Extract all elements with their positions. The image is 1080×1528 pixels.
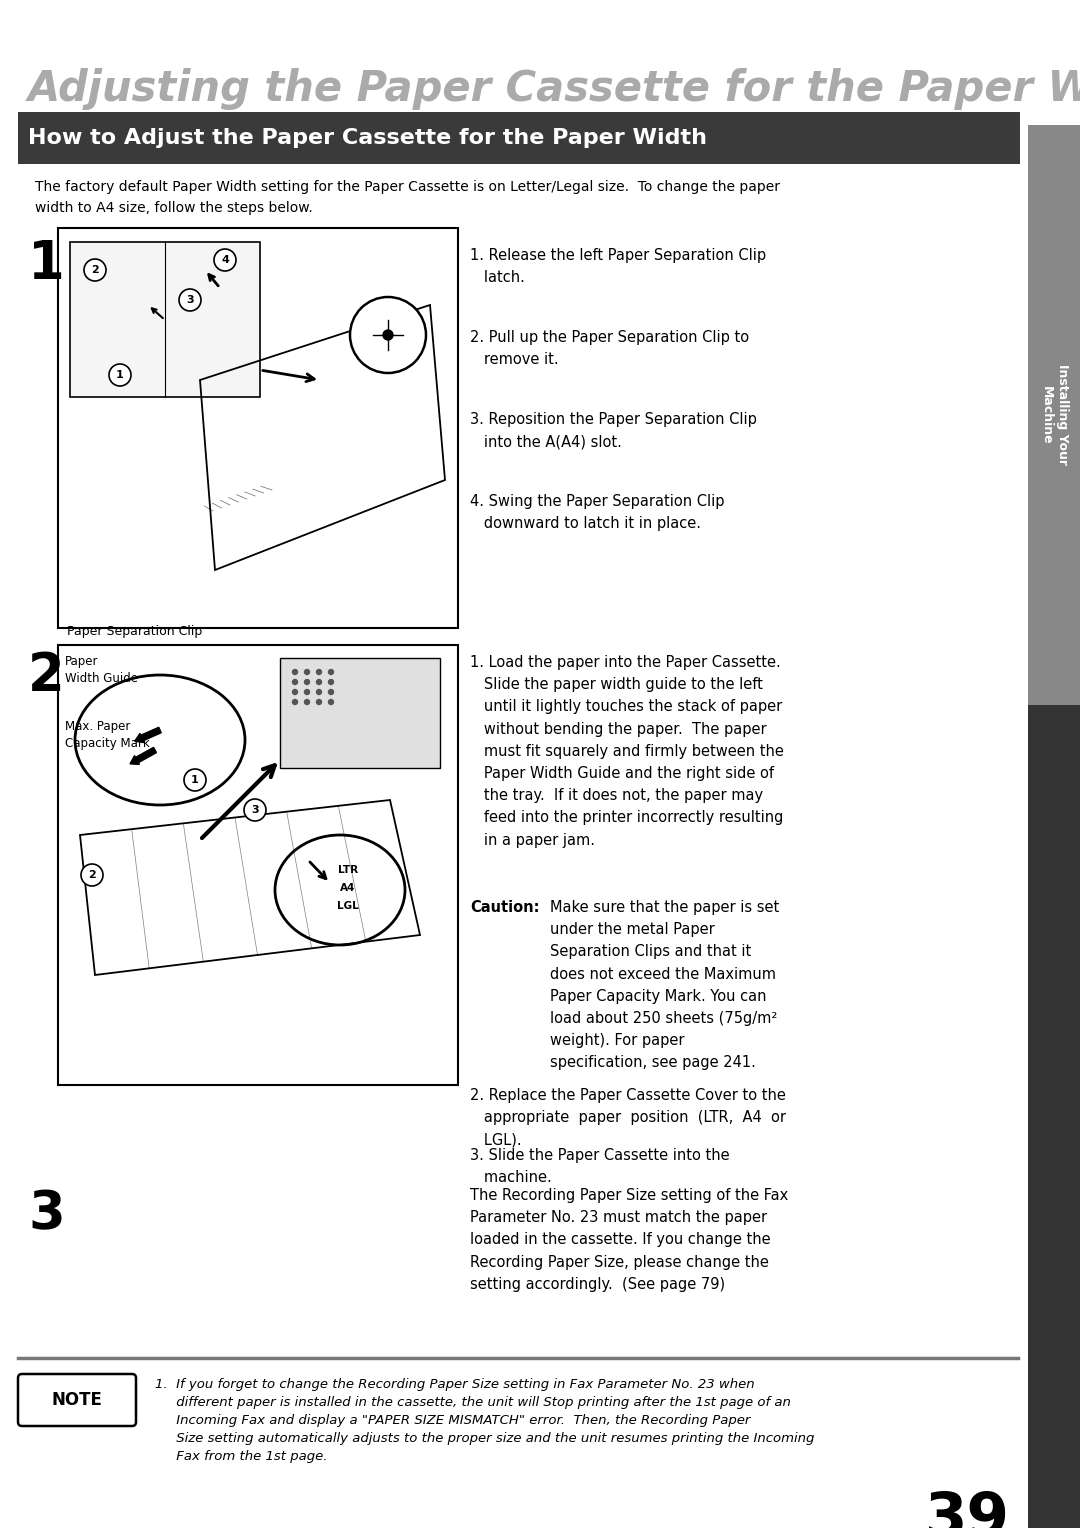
FancyBboxPatch shape: [18, 1374, 136, 1426]
Text: 1. Load the paper into the Paper Cassette.
   Slide the paper width guide to the: 1. Load the paper into the Paper Cassett…: [470, 656, 784, 848]
Circle shape: [316, 700, 322, 704]
Text: NOTE: NOTE: [52, 1390, 103, 1409]
Circle shape: [328, 700, 334, 704]
Circle shape: [316, 689, 322, 695]
Text: 1. Release the left Paper Separation Clip
   latch.: 1. Release the left Paper Separation Cli…: [470, 248, 766, 286]
Text: 3: 3: [252, 805, 259, 814]
Text: 1: 1: [117, 370, 124, 380]
Text: LGL: LGL: [337, 902, 359, 911]
Circle shape: [316, 669, 322, 674]
Text: 4. Swing the Paper Separation Clip
   downward to latch it in place.: 4. Swing the Paper Separation Clip downw…: [470, 494, 725, 532]
Bar: [58, 645, 458, 1085]
Text: Max. Paper
Capacity Mark: Max. Paper Capacity Mark: [65, 720, 150, 750]
Circle shape: [109, 364, 131, 387]
Circle shape: [305, 680, 310, 685]
Text: 1: 1: [28, 238, 65, 290]
Text: Caution:: Caution:: [470, 900, 540, 915]
FancyArrow shape: [130, 747, 157, 764]
Circle shape: [184, 769, 206, 792]
Circle shape: [328, 689, 334, 695]
Text: Paper
Width Guide: Paper Width Guide: [65, 656, 138, 685]
Text: 39: 39: [924, 1490, 1010, 1528]
Text: Paper Separation Clip: Paper Separation Clip: [67, 625, 203, 639]
Circle shape: [293, 689, 297, 695]
Text: Make sure that the paper is set
under the metal Paper
Separation Clips and that : Make sure that the paper is set under th…: [550, 900, 780, 1071]
Text: LTR: LTR: [338, 865, 359, 876]
Text: 3. Reposition the Paper Separation Clip
   into the A(A4) slot.: 3. Reposition the Paper Separation Clip …: [470, 413, 757, 449]
Circle shape: [179, 289, 201, 312]
Bar: [70, 241, 260, 397]
Text: 2: 2: [89, 869, 96, 880]
Circle shape: [328, 680, 334, 685]
Text: Adjusting the Paper Cassette for the Paper Width: Adjusting the Paper Cassette for the Pap…: [28, 69, 1080, 110]
Text: Installing Your
Machine: Installing Your Machine: [1039, 365, 1068, 466]
Bar: [18, 112, 1020, 163]
Bar: [1028, 125, 1080, 704]
Text: 3: 3: [186, 295, 193, 306]
Bar: [280, 659, 440, 769]
Circle shape: [244, 799, 266, 821]
Circle shape: [293, 669, 297, 674]
Circle shape: [293, 680, 297, 685]
Circle shape: [350, 296, 426, 373]
Text: 2. Replace the Paper Cassette Cover to the
   appropriate  paper  position  (LTR: 2. Replace the Paper Cassette Cover to t…: [470, 1088, 786, 1148]
Bar: [58, 228, 458, 628]
Text: 3. Slide the Paper Cassette into the
   machine.: 3. Slide the Paper Cassette into the mac…: [470, 1148, 730, 1186]
Circle shape: [383, 330, 393, 341]
Text: 4: 4: [221, 255, 229, 264]
Text: 3: 3: [28, 1187, 65, 1241]
Circle shape: [305, 689, 310, 695]
FancyArrow shape: [135, 727, 161, 743]
Circle shape: [84, 260, 106, 281]
Bar: [1028, 704, 1080, 1528]
Text: 2: 2: [91, 264, 99, 275]
Text: 2: 2: [28, 649, 65, 701]
Text: 1.  If you forget to change the Recording Paper Size setting in Fax Parameter No: 1. If you forget to change the Recording…: [156, 1378, 814, 1462]
Circle shape: [81, 863, 103, 886]
Circle shape: [328, 669, 334, 674]
Text: 1: 1: [191, 775, 199, 785]
Circle shape: [316, 680, 322, 685]
Text: A4: A4: [340, 883, 355, 892]
Text: How to Adjust the Paper Cassette for the Paper Width: How to Adjust the Paper Cassette for the…: [28, 128, 707, 148]
Circle shape: [293, 700, 297, 704]
Text: The Recording Paper Size setting of the Fax
Parameter No. 23 must match the pape: The Recording Paper Size setting of the …: [470, 1187, 788, 1291]
Text: The factory default Paper Width setting for the Paper Cassette is on Letter/Lega: The factory default Paper Width setting …: [35, 180, 780, 214]
Circle shape: [214, 249, 237, 270]
Text: 2. Pull up the Paper Separation Clip to
   remove it.: 2. Pull up the Paper Separation Clip to …: [470, 330, 750, 367]
Circle shape: [305, 669, 310, 674]
Circle shape: [305, 700, 310, 704]
